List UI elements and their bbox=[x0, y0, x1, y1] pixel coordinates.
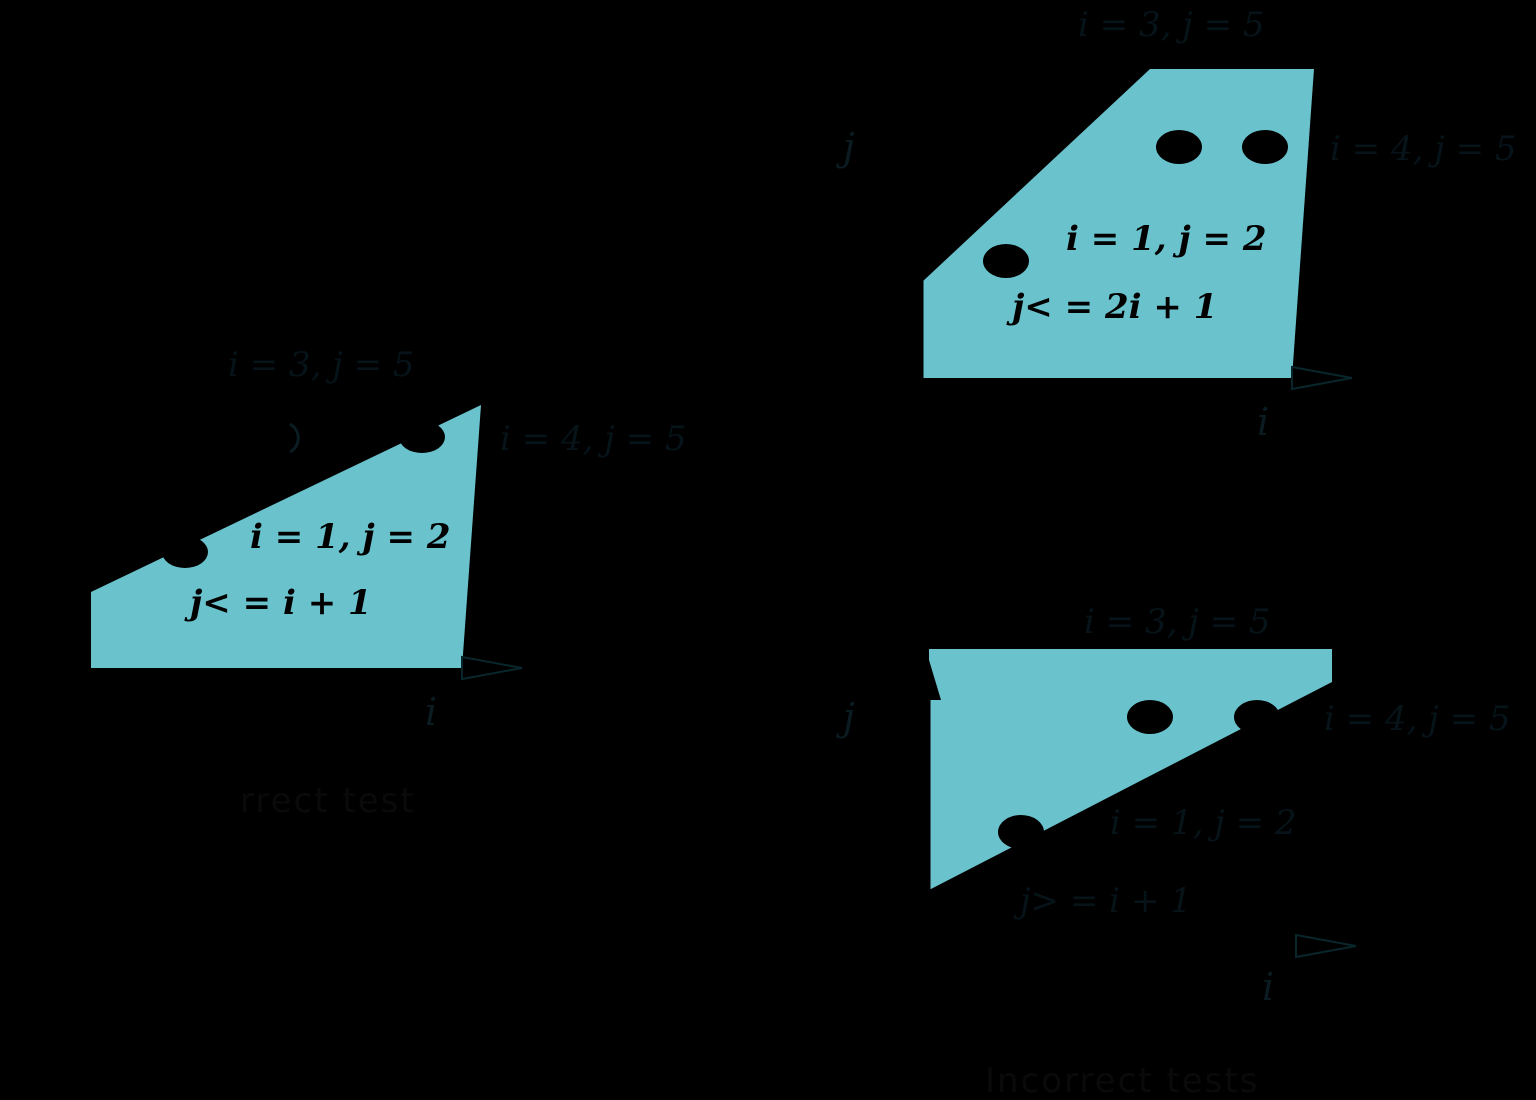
caption-incorrect: Incorrect tests bbox=[985, 1061, 1259, 1100]
x-axis-label: i bbox=[1262, 965, 1274, 1009]
point-dot-i4-j5 bbox=[1234, 700, 1280, 734]
point-label-i3-j5: i = 3, j = 5 bbox=[1084, 602, 1271, 642]
feasible-region-correct bbox=[91, 405, 481, 668]
point-label-i4-j5: i = 4, j = 5 bbox=[1324, 699, 1511, 739]
panel-incorrect-bottom: j> = i + 1 i = 1, j = 2 i = 3, j = 5 i =… bbox=[836, 602, 1511, 1009]
x-axis-label: i bbox=[425, 690, 437, 734]
point-dot-i1-j2 bbox=[162, 536, 208, 568]
point-label-i3-j5: i = 3, j = 5 bbox=[1078, 5, 1265, 45]
point-dot-i3-j5 bbox=[1127, 700, 1173, 734]
feasible-region-top bbox=[922, 69, 1314, 378]
panel-incorrect-top: j< = 2i + 1 i = 1, j = 2 i = 3, j = 5 i … bbox=[836, 5, 1517, 444]
point-label-i4-j5: i = 4, j = 5 bbox=[500, 419, 687, 459]
point-dot-i1-j2 bbox=[998, 815, 1044, 849]
x-axis-label: i bbox=[1257, 400, 1269, 444]
point-dot-i3-j5 bbox=[1156, 130, 1202, 164]
x-axis-arrow-top bbox=[1291, 365, 1353, 391]
point-label-i1-j2: i = 1, j = 2 bbox=[1110, 803, 1297, 843]
panel-correct: j< = i + 1 i = 1, j = 2 i = 3, j = 5 i =… bbox=[91, 345, 687, 821]
caption-correct: rrect test bbox=[240, 781, 416, 821]
point-dot-i4-j5 bbox=[1242, 130, 1288, 164]
y-axis-arrow-top bbox=[908, 82, 939, 132]
x-axis-arrow-correct bbox=[461, 655, 523, 681]
y-axis-arrow-bottom bbox=[917, 660, 941, 700]
point-dot-i3-j5 bbox=[289, 422, 300, 454]
point-dot-i4-j5 bbox=[399, 421, 445, 453]
constraint-label: j< = i + 1 bbox=[184, 583, 372, 623]
point-label-i4-j5: i = 4, j = 5 bbox=[1330, 129, 1517, 169]
constraint-label: j> = i + 1 bbox=[1013, 881, 1192, 921]
point-label-i1-j2: i = 1, j = 2 bbox=[1066, 219, 1267, 259]
constraint-label: j< = 2i + 1 bbox=[1006, 287, 1217, 327]
point-dot-i1-j2 bbox=[983, 244, 1029, 278]
point-label-i1-j2: i = 1, j = 2 bbox=[250, 517, 451, 557]
point-label-i3-j5: i = 3, j = 5 bbox=[228, 345, 415, 385]
x-axis-arrow-bottom bbox=[1295, 933, 1357, 959]
